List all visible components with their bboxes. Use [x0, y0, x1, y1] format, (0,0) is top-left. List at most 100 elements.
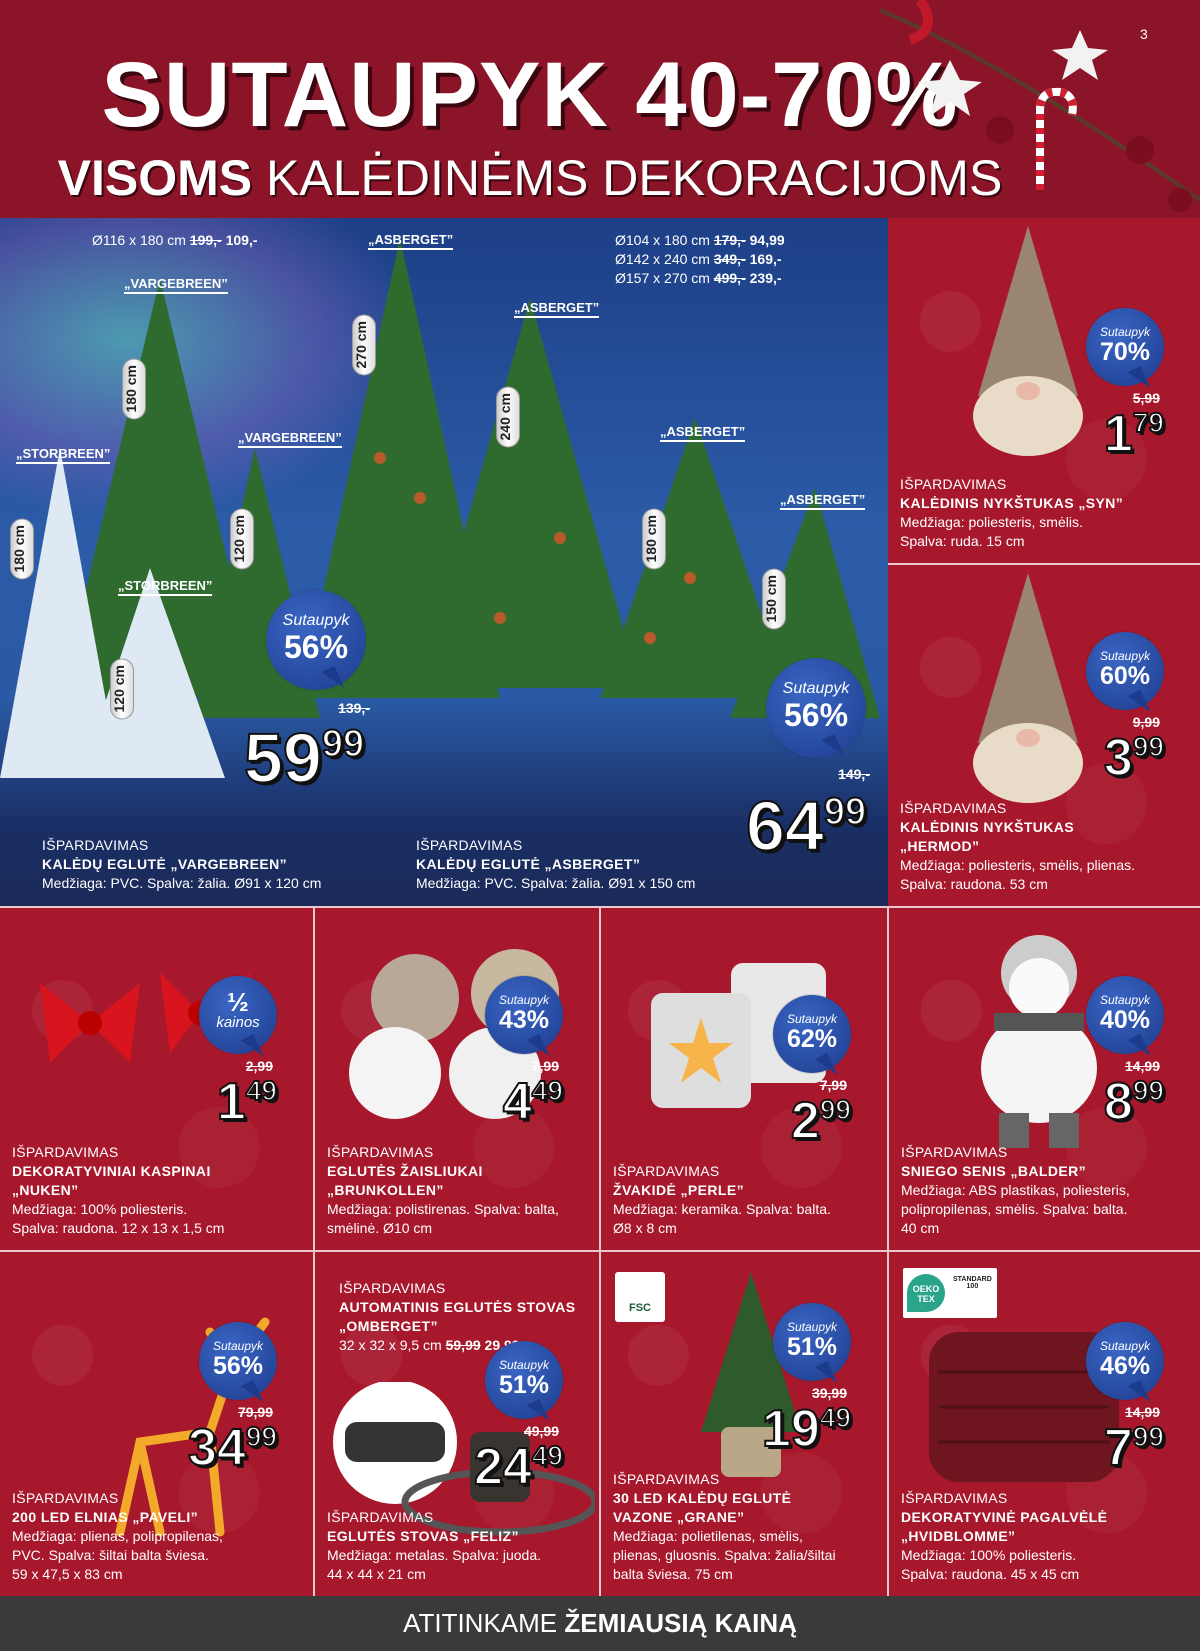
discount-badge: Sutaupyk 46% — [1086, 1322, 1164, 1400]
size-price-line: Ø157 x 270 cm 499,- 239,- — [615, 270, 782, 286]
price: 3499 — [187, 1419, 278, 1477]
size-price-line: Ø142 x 240 cm 349,- 169,- — [615, 251, 782, 267]
height-tag: 120 cm — [110, 658, 134, 720]
candy-cane-decoration-icon — [880, 0, 1200, 212]
price-stack: Sutaupyk 70% 5,99 179 — [900, 308, 1165, 475]
product-card-balder[interactable]: Sutaupyk 40% 14,99 899 IŠPARDAVIMAS SNIEGO SE… — [889, 908, 1200, 1250]
height-tag: 180 cm — [122, 358, 146, 420]
product-card-brunkollen[interactable]: Sutaupyk 43% 7,99 449 IŠPARDAVIMAS EGLUTĖS ŽA… — [315, 908, 599, 1250]
old-price: 39,99 — [811, 1385, 847, 1401]
price-stack: Sutaupyk 43% 7,99 449 — [327, 976, 564, 1143]
header-banner: SUTAUPYK 40-70% VISOMS KALĖDINĖMS DEKORA… — [0, 0, 1200, 218]
tree-label: „ASBERGET” — [660, 424, 746, 442]
subtitle-bold: VISOMS — [57, 150, 253, 206]
old-price: 49,99 — [523, 1423, 559, 1439]
product-info: IŠPARDAVIMAS ŽVAKIDĖ „PERLE” Medžiaga: ker… — [613, 1163, 831, 1236]
product-card-feliz[interactable]: IŠPARDAVIMAS AUTOMATINIS EGLUTĖS STOVAS „O… — [315, 1252, 599, 1596]
product-card-hvidblomme[interactable]: OEKO TEX STANDARD 100 Sutaupyk 46% 14,99 799 IŠP… — [889, 1252, 1200, 1596]
price-stack: Sutaupyk 62% 7,99 299 — [613, 995, 852, 1162]
price: 2449 — [473, 1438, 564, 1496]
product-info: IŠPARDAVIMAS KALĖDINIS NYKŠTUKAS „SYN” Med… — [900, 476, 1124, 549]
price-stack: Sutaupyk 56% 79,99 3499 — [12, 1322, 278, 1489]
old-price: 9,99 — [1132, 714, 1160, 730]
product-info: IŠPARDAVIMAS 200 LED ELNIAS „PAVELI” Medži… — [12, 1490, 223, 1582]
product-info: IŠPARDAVIMAS EGLUTĖS STOVAS „FELIZ” Medžia… — [327, 1509, 542, 1582]
ornament-icon — [345, 948, 585, 1133]
discount-badge: Sutaupyk 70% — [1086, 308, 1164, 386]
height-tag: 180 cm — [10, 518, 34, 580]
product-info: IŠPARDAVIMAS KALĖDINIS NYKŠTUKAS „HERMOD” M… — [900, 800, 1135, 892]
fsc-logo-icon: FSC — [615, 1272, 665, 1322]
tree-label: „STORBREEN” — [118, 578, 213, 596]
product-card-syn[interactable]: Sutaupyk 70% 5,99 179 IŠPARDAVIMAS KALĖDINIS … — [888, 218, 1200, 563]
height-tag: 180 cm — [642, 508, 666, 570]
price: 799 — [1103, 1419, 1165, 1477]
old-price: 7,99 — [819, 1077, 847, 1093]
price: 1949 — [761, 1400, 852, 1458]
product-info: IŠPARDAVIMAS SNIEGO SENIS „BALDER” Medžiag… — [901, 1144, 1130, 1236]
discount-badge: ½ kainos — [199, 976, 277, 1054]
price: 179 — [1103, 405, 1165, 463]
tree-label: „ASBERGET” — [514, 300, 600, 318]
potted-tree-icon — [691, 1272, 811, 1487]
height-tag: 270 cm — [352, 314, 376, 376]
price: 399 — [1103, 729, 1165, 787]
old-price: 139,- — [338, 700, 370, 716]
pillow-icon — [919, 1322, 1129, 1497]
christmas-trees-illustration — [0, 238, 880, 778]
price: 899 — [1103, 1073, 1165, 1131]
old-price: 2,99 — [245, 1058, 273, 1074]
price: 6499 — [745, 787, 867, 865]
height-tag: 150 cm — [762, 568, 786, 630]
page-subtitle: VISOMS KALĖDINĖMS DEKORACIJOMS — [0, 150, 1060, 206]
old-price: 14,99 — [1124, 1404, 1160, 1420]
product-card-nuken[interactable]: ½ kainos 2,99 149 IŠPARDAVIMAS DEKORATYVINIAI… — [0, 908, 313, 1250]
page-number: 3 — [1140, 26, 1148, 42]
tree-label: „STORBREEN” — [16, 446, 111, 464]
price-stack: Sutaupyk 60% 9,99 399 — [900, 632, 1165, 799]
discount-badge: Sutaupyk 56% — [766, 658, 866, 758]
price-stack: Sutaupyk 40% 14,99 899 — [901, 976, 1165, 1143]
product-info: IŠPARDAVIMAS KALĖDŲ EGLUTĖ „VARGEBREEN” Me… — [42, 837, 322, 891]
price: 149 — [216, 1073, 278, 1131]
tree-label: „VARGEBREEN” — [124, 276, 228, 294]
product-card-grane[interactable]: FSC Sutaupyk 51% 39,99 1949 IŠPARDAVIMAS 30 LE… — [601, 1252, 887, 1596]
height-tag: 240 cm — [496, 386, 520, 448]
price: 5999 — [243, 719, 365, 797]
old-price: 79,99 — [237, 1404, 273, 1420]
gnome-icon — [958, 226, 1098, 471]
discount-badge: Sutaupyk 62% — [773, 995, 851, 1073]
discount-badge: Sutaupyk 43% — [485, 976, 563, 1054]
product-info-omberget: IŠPARDAVIMAS AUTOMATINIS EGLUTĖS STOVAS „O… — [339, 1280, 576, 1353]
discount-badge: Sutaupyk 40% — [1086, 976, 1164, 1054]
discount-badge: Sutaupyk 60% — [1086, 632, 1164, 710]
price: 449 — [502, 1073, 564, 1131]
product-info: IŠPARDAVIMAS KALĖDŲ EGLUTĖ „ASBERGET” Medž… — [416, 837, 696, 891]
tree-label: „ASBERGET” — [368, 232, 454, 250]
price-stack: ½ kainos 2,99 149 — [12, 976, 278, 1143]
page-title: SUTAUPYK 40-70% — [101, 44, 959, 146]
christmas-tree-section: „VARGEBREEN” „STORBREEN” „VARGEBREEN” „S… — [0, 218, 888, 906]
old-price: 5,99 — [1132, 390, 1160, 406]
product-card-hermod[interactable]: Sutaupyk 60% 9,99 399 IŠPARDAVIMAS KALĖDINIS … — [888, 565, 1200, 906]
discount-badge: Sutaupyk 51% — [773, 1303, 851, 1381]
old-price: 7,99 — [531, 1058, 559, 1074]
size-price-list: Ø104 x 180 cm 179,- 94,99 Ø142 x 240 cm … — [615, 231, 785, 288]
discount-badge: Sutaupyk 56% — [266, 590, 366, 690]
price: 299 — [790, 1092, 852, 1150]
size-price-line: Ø104 x 180 cm 179,- 94,99 — [615, 232, 785, 248]
price-stack: Sutaupyk 46% 14,99 799 — [901, 1322, 1165, 1489]
old-price: 14,99 — [1124, 1058, 1160, 1074]
price-stack: Sutaupyk 51% 39,99 1949 — [613, 1303, 852, 1470]
tree-label: „VARGEBREEN” — [238, 430, 342, 448]
subtitle-rest: KALĖDINĖMS DEKORACIJOMS — [252, 150, 1003, 206]
oeko-tex-logo-icon: OEKO TEX STANDARD 100 — [903, 1268, 997, 1318]
product-info: IŠPARDAVIMAS DEKORATYVINIAI KASPINAI „NUKE… — [12, 1144, 225, 1236]
price-stack: Sutaupyk 51% 49,99 2449 — [327, 1341, 564, 1508]
product-card-perle[interactable]: Sutaupyk 62% 7,99 299 IŠPARDAVIMAS ŽVAKIDĖ „P… — [601, 908, 887, 1250]
discount-badge: Sutaupyk 56% — [199, 1322, 277, 1400]
tree-label: „ASBERGET” — [780, 492, 866, 510]
discount-badge: Sutaupyk 51% — [485, 1341, 563, 1419]
product-card-paveli[interactable]: Sutaupyk 56% 79,99 3499 IŠPARDAVIMAS 200 LED … — [0, 1252, 313, 1596]
snowman-icon — [939, 928, 1139, 1153]
